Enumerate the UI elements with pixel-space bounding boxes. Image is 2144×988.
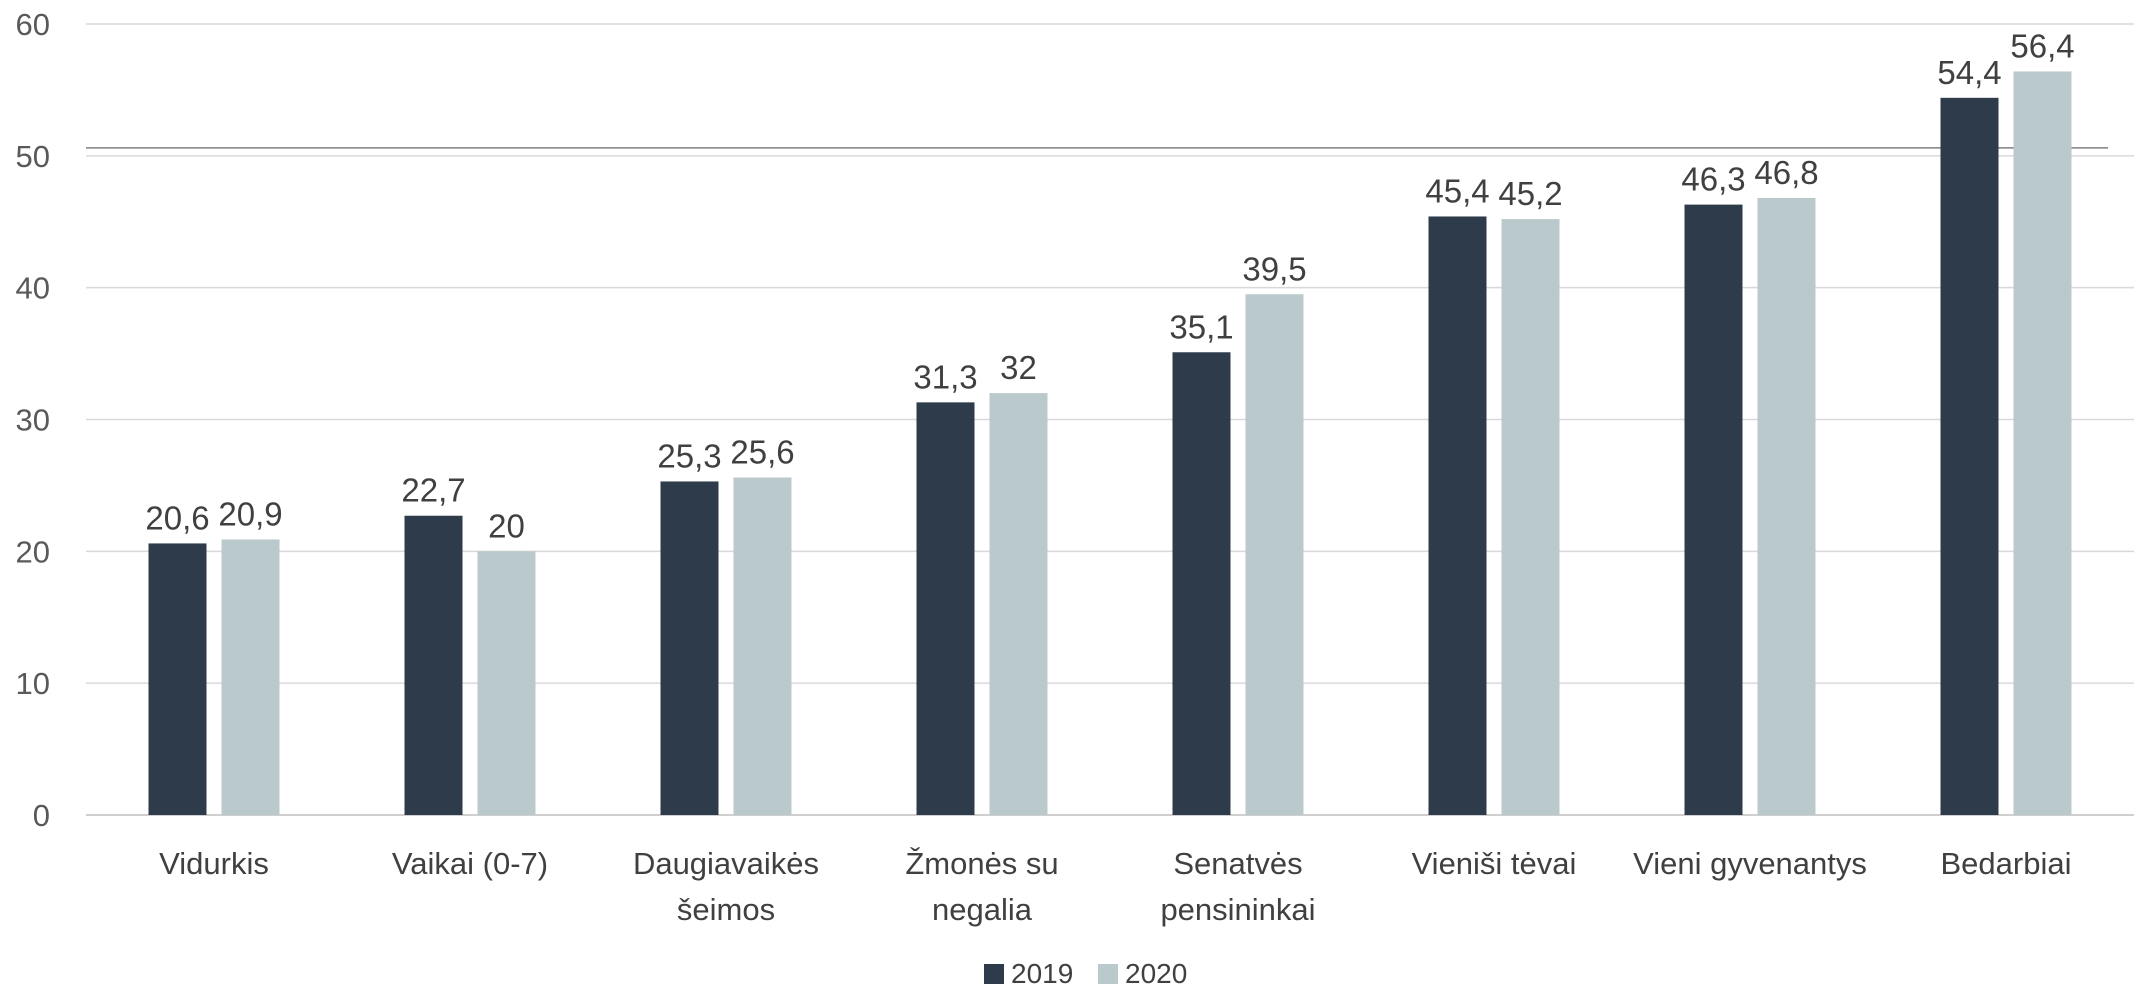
bar-2019 <box>1428 216 1487 815</box>
y-tick-label: 20 <box>16 534 50 569</box>
data-label: 20,9 <box>218 495 282 532</box>
category-label: Vidurkis <box>159 846 269 881</box>
y-tick-label: 30 <box>16 403 50 438</box>
data-label: 25,3 <box>657 437 721 474</box>
bar-2020 <box>221 539 280 815</box>
bar-2019 <box>1684 204 1743 815</box>
category-label: Daugiavaikės šeimos <box>633 846 819 927</box>
data-label: 46,8 <box>1754 154 1818 191</box>
bar-2019 <box>1172 352 1231 815</box>
data-label: 45,2 <box>1498 175 1562 212</box>
y-tick-label: 40 <box>16 271 50 306</box>
bar-2019 <box>1940 97 1999 816</box>
y-tick-label: 10 <box>16 666 50 701</box>
data-label: 25,6 <box>730 434 794 471</box>
bar-2020 <box>1245 294 1304 816</box>
y-tick-label: 60 <box>16 7 50 42</box>
bar-2019 <box>660 481 719 815</box>
bars <box>148 71 2072 816</box>
legend-label-2019: 2019 <box>1011 958 1073 988</box>
bar-2019 <box>148 543 207 815</box>
bar-2020 <box>733 477 792 815</box>
bar-2020 <box>477 551 536 815</box>
data-label: 46,3 <box>1681 161 1745 198</box>
bar-2020 <box>989 393 1048 815</box>
data-label: 20,6 <box>145 499 209 536</box>
category-label: Vieniši tėvai <box>1412 846 1577 881</box>
data-labels: 20,6 20,9 22,7 20 25,3 25,6 31,3 32 35,139,5 45,4… <box>145 27 2074 544</box>
bar-2019 <box>404 515 463 815</box>
data-label: 22,7 <box>401 472 465 509</box>
bar-2019 <box>916 402 975 815</box>
category-label: Žmonės su negalia <box>905 846 1058 927</box>
legend-swatch-2019 <box>984 964 1004 984</box>
legend-label-2020: 2020 <box>1125 958 1187 988</box>
legend-swatch-2020 <box>1098 964 1118 984</box>
data-label: 54,4 <box>1937 54 2001 91</box>
data-label: 56,4 <box>2010 27 2074 64</box>
data-label: 45,4 <box>1425 172 1489 209</box>
category-label: Bedarbiai <box>1941 846 2072 881</box>
category-label: Vieni gyvenantys <box>1633 846 1867 881</box>
x-axis-categories: Vidurkis Vaikai (0-7) Daugiavaikės šeimos Žm… <box>159 846 2071 927</box>
data-label: 39,5 <box>1242 250 1306 287</box>
bar-2020 <box>1757 198 1816 815</box>
y-tick-label: 50 <box>16 139 50 174</box>
y-tick-label: 0 <box>33 798 50 833</box>
category-label: Senatvės pensininkai <box>1160 846 1315 927</box>
bar-2020 <box>1501 219 1560 815</box>
y-axis-ticks: 0 10 20 30 40 50 60 <box>16 7 50 833</box>
legend: 2019 2020 <box>984 958 1187 988</box>
bar-2020 <box>2013 71 2072 815</box>
category-label: Vaikai (0-7) <box>392 846 548 881</box>
data-label: 32 <box>1000 349 1037 386</box>
data-label: 35,1 <box>1169 308 1233 345</box>
gridlines <box>86 23 2134 816</box>
data-label: 31,3 <box>913 358 977 395</box>
data-label: 20 <box>488 507 525 544</box>
